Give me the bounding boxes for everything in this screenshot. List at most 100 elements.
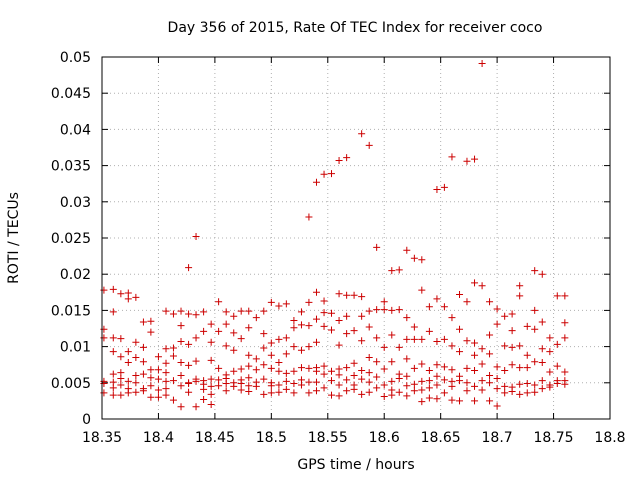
data-point [380,306,388,314]
data-point [305,213,313,221]
x-tick-label: 18.8 [594,430,625,446]
data-point [410,380,418,388]
data-point [440,335,448,343]
data-point [523,364,531,372]
data-point [516,380,524,388]
data-point [433,372,441,380]
data-point [282,377,290,385]
data-point [328,367,336,375]
data-point [109,348,117,356]
data-point [124,348,132,356]
data-point [350,372,358,380]
data-point [448,382,456,390]
data-point [320,309,328,317]
data-point [260,344,268,352]
data-point [290,389,298,397]
data-point [237,380,245,388]
data-point [267,382,275,390]
y-tick-label: 0.04 [60,122,91,138]
data-point [109,370,117,378]
data-point [403,382,411,390]
data-point [350,385,358,393]
data-point [154,375,162,383]
data-point [222,342,230,350]
data-point [312,178,320,186]
data-point [245,374,253,382]
data-point [516,390,524,398]
y-tick-label: 0.035 [51,159,91,175]
data-point [471,397,479,405]
data-point [553,362,561,370]
data-point [373,373,381,381]
data-point [456,290,464,298]
data-point [192,233,200,241]
data-point [418,335,426,343]
data-point [358,312,366,320]
data-point [147,317,155,325]
data-point [418,360,426,368]
data-point [395,343,403,351]
data-point [501,342,509,350]
data-point [508,343,516,351]
data-point [169,352,177,360]
data-point [501,366,509,374]
data-point [471,279,479,287]
data-point [320,170,328,178]
data-point [343,387,351,395]
data-point [139,370,147,378]
data-point [297,364,305,372]
data-point [297,346,305,354]
data-point [320,322,328,330]
y-tick-label: 0.005 [51,376,91,392]
data-point [343,312,351,320]
data-point [373,306,381,314]
y-tick-label: 0.015 [51,303,91,319]
data-point [230,346,238,354]
data-point [403,314,411,322]
data-point [185,380,193,388]
data-point [267,364,275,372]
data-point [358,366,366,374]
data-point [162,359,170,367]
data-point [463,379,471,387]
data-point [290,367,298,375]
y-tick-label: 0.01 [60,340,91,356]
data-point [320,384,328,392]
data-point [380,393,388,401]
data-point [245,324,253,332]
data-point [147,328,155,336]
y-tick-label: 0.025 [51,231,91,247]
data-point [456,348,464,356]
data-point [177,307,185,315]
data-point [440,303,448,311]
data-point [200,385,208,393]
data-point [425,366,433,374]
data-point [230,367,238,375]
data-point [343,154,351,162]
data-point [463,337,471,345]
data-point [561,368,569,376]
data-point [546,334,554,342]
y-tick-label: 0.05 [60,50,91,66]
data-point [230,329,238,337]
data-point [538,345,546,353]
data-point [132,353,140,361]
data-point [169,344,177,352]
data-point [471,351,479,359]
data-point [132,379,140,387]
data-point [192,334,200,342]
data-point [388,331,396,339]
data-points [100,60,569,411]
axis-ticks [101,56,611,420]
data-point [185,310,193,318]
data-point [267,389,275,397]
data-point [388,377,396,385]
data-point [245,351,253,359]
grid [102,57,610,419]
chart-title: Day 356 of 2015, Rate Of TEC Index for r… [168,20,543,36]
data-point [471,366,479,374]
data-point [335,317,343,325]
data-point [343,291,351,299]
data-point [192,311,200,319]
data-point [282,385,290,393]
